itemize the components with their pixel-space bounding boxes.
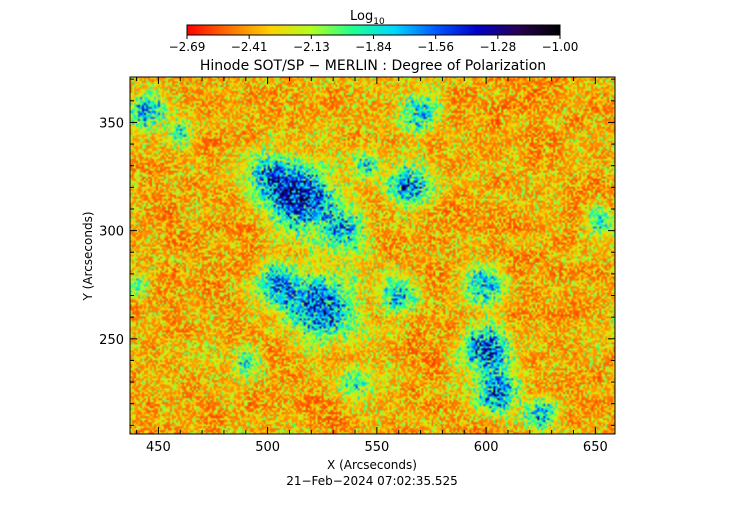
timestamp: 21−Feb−2024 07:02:35.525 — [286, 474, 458, 488]
colorbar-ticks: −2.69 −2.41 −2.13 −1.84 −1.56 −1.28 −1.00 — [169, 35, 579, 54]
x-tick-label: 450 — [146, 440, 171, 455]
colorbar-tick-label: −2.13 — [293, 40, 330, 54]
colorbar-tick-label: −1.00 — [542, 40, 579, 54]
colorbar-tick-label: −1.84 — [355, 40, 392, 54]
y-tick-label: 300 — [99, 225, 124, 240]
chart-title: Hinode SOT/SP − MERLIN : Degree of Polar… — [200, 58, 546, 74]
axis-ticks — [130, 77, 615, 434]
colorbar — [186, 24, 561, 36]
tick-labels: 450 500 550 600 650 250 300 350 — [99, 116, 608, 455]
y-axis-label: Y (Arcseconds) — [81, 211, 95, 301]
colorbar-label: Log10 — [350, 9, 385, 27]
plot-frame — [129, 76, 616, 435]
x-tick-label: 600 — [474, 440, 499, 455]
y-tick-label: 350 — [99, 116, 124, 131]
y-tick-label: 250 — [99, 333, 124, 348]
x-axis-label: X (Arcseconds) — [327, 458, 417, 472]
colorbar-tick-label: −1.56 — [417, 40, 454, 54]
polarization-heatmap — [130, 77, 615, 434]
colorbar-tick-label: −2.41 — [231, 40, 268, 54]
x-tick-label: 550 — [364, 440, 389, 455]
colorbar-tick-label: −1.28 — [479, 40, 516, 54]
x-tick-label: 650 — [583, 440, 608, 455]
x-tick-label: 500 — [255, 440, 280, 455]
colorbar-tick-label: −2.69 — [169, 40, 206, 54]
